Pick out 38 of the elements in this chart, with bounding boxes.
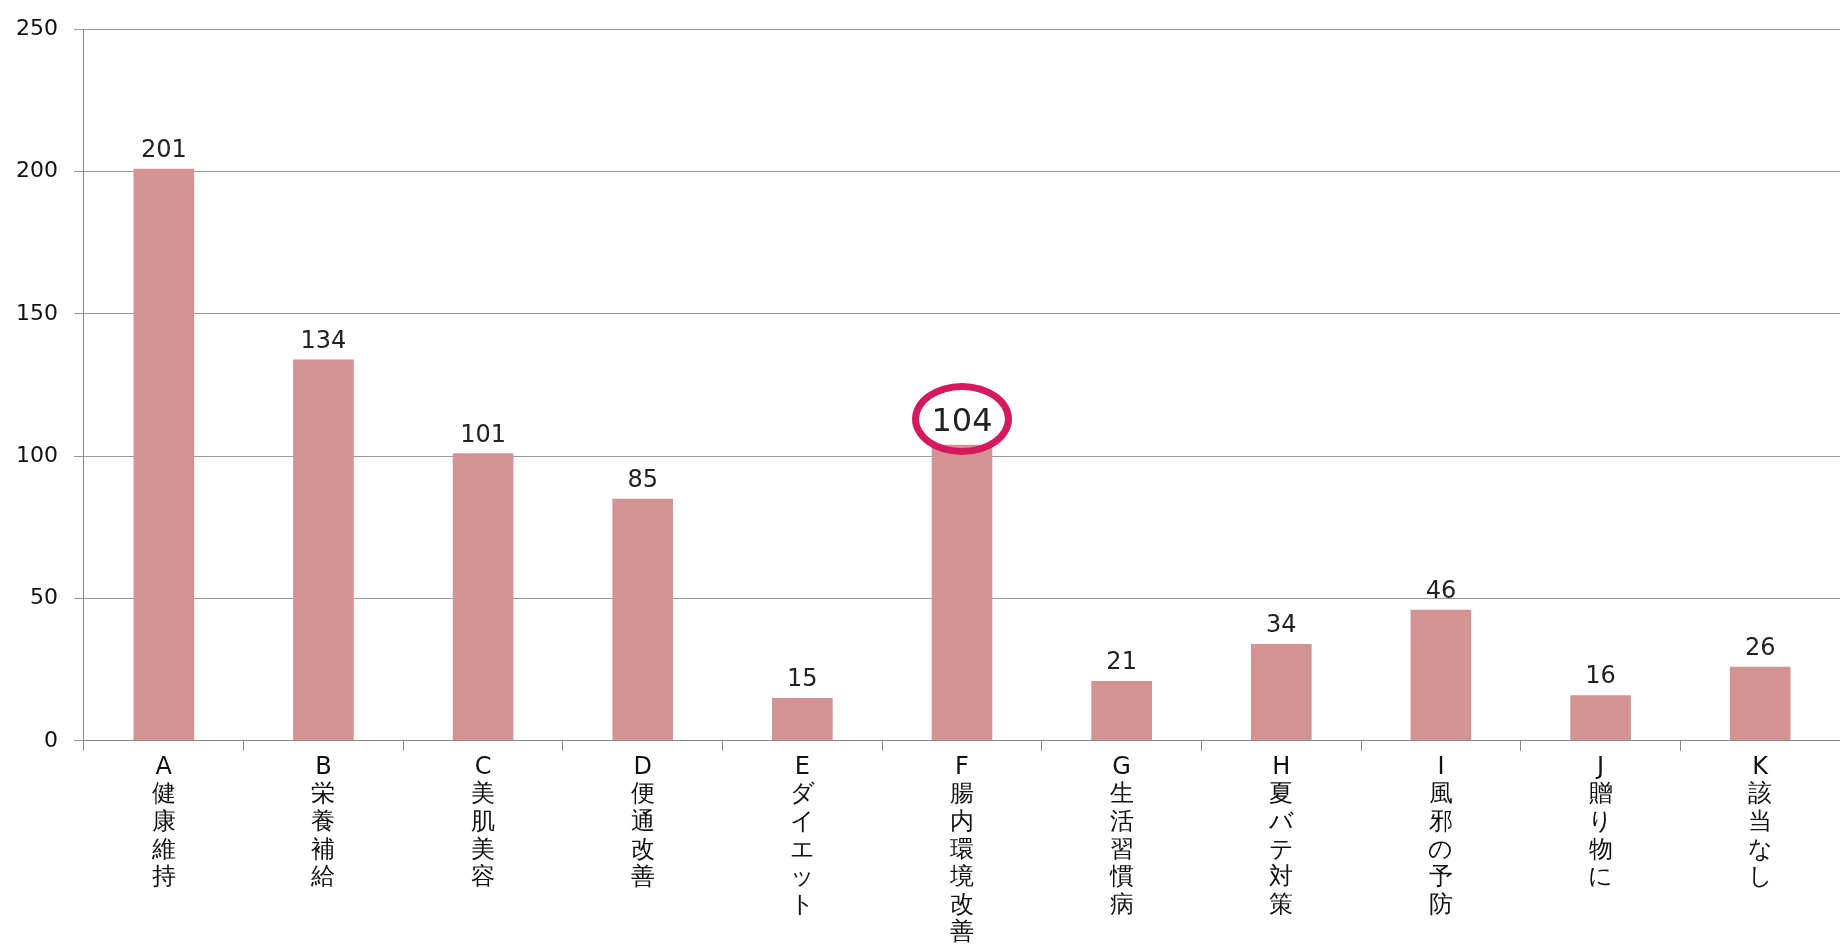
data-label: 101 bbox=[460, 419, 506, 448]
data-label: 46 bbox=[1425, 576, 1457, 605]
x-tick-label: Eダイエット bbox=[789, 751, 815, 918]
bar bbox=[1250, 644, 1312, 741]
bar bbox=[133, 168, 195, 741]
data-label: 34 bbox=[1266, 610, 1297, 639]
data-label: 16 bbox=[1585, 661, 1616, 690]
x-tick-label: K該当なし bbox=[1747, 751, 1773, 891]
x-tick-label: C美肌美容 bbox=[471, 751, 496, 891]
data-label: 26 bbox=[1744, 633, 1776, 662]
x-tick-label: G生活習慣病 bbox=[1108, 751, 1134, 918]
x-tick-label: H夏バテ対策 bbox=[1267, 751, 1294, 918]
y-tick-label: 250 bbox=[15, 14, 58, 40]
x-tick-label: J贈り物に bbox=[1588, 751, 1614, 891]
y-tick-label: 0 bbox=[43, 726, 58, 752]
bar bbox=[293, 359, 354, 741]
x-tick-label: A健康維持 bbox=[150, 751, 176, 891]
bar bbox=[452, 453, 514, 741]
data-label: 21 bbox=[1106, 647, 1137, 676]
bar bbox=[612, 498, 674, 741]
y-tick-label: 50 bbox=[29, 584, 58, 610]
data-label: 85 bbox=[627, 465, 658, 494]
data-label: 15 bbox=[787, 664, 818, 693]
y-tick-label: 100 bbox=[15, 441, 58, 467]
bar bbox=[772, 698, 833, 741]
y-tick-label: 150 bbox=[15, 299, 58, 325]
x-tick-label: B栄養補給 bbox=[310, 751, 336, 891]
data-label: 134 bbox=[300, 325, 347, 354]
bar bbox=[1091, 681, 1152, 741]
annotation: 104 bbox=[931, 401, 993, 440]
x-tick-label: F腸内環境改善 bbox=[949, 751, 974, 946]
y-tick-label: 200 bbox=[15, 157, 58, 183]
bar bbox=[1570, 695, 1631, 741]
x-tick-label: I風邪の予防 bbox=[1428, 751, 1454, 918]
bar bbox=[1729, 666, 1791, 741]
x-tick-label: D便通改善 bbox=[630, 751, 655, 891]
data-label: 201 bbox=[140, 134, 187, 163]
bar bbox=[1410, 609, 1472, 741]
